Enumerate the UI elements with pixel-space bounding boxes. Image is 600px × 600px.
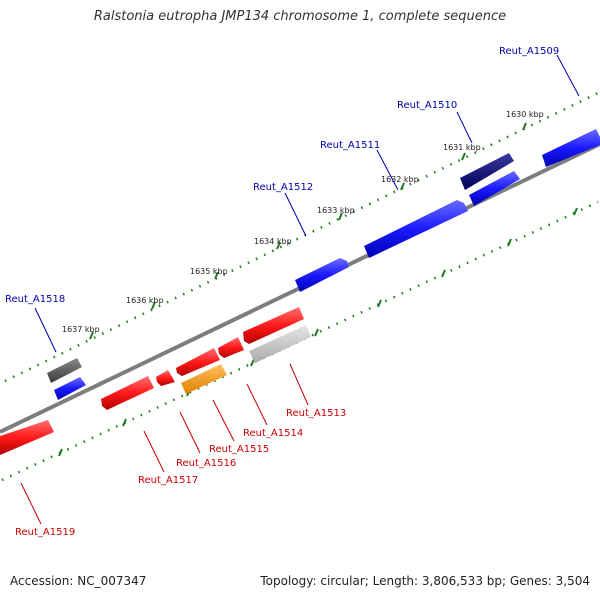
kbp-label: 1633 kbp xyxy=(317,206,355,215)
topology-summary: Topology: circular; Length: 3,806,533 bp… xyxy=(260,574,590,588)
map-title: Ralstonia eutropha JMP134 chromosome 1, … xyxy=(93,9,507,24)
label-reut-a1519[interactable]: Reut_A1519 xyxy=(15,527,75,538)
upper-tick-row xyxy=(4,91,599,383)
gene-reut-a1509[interactable] xyxy=(542,129,600,167)
kbp-label: 1636 kbp xyxy=(126,296,164,305)
scale-1633: 1633 kbp xyxy=(317,206,355,221)
kbp-label: 1631 kbp xyxy=(443,143,481,152)
gene-reut-a1514[interactable] xyxy=(218,337,244,358)
label-reut-a1517[interactable]: Reut_A1517 xyxy=(138,475,198,486)
gene-reut-a1515[interactable] xyxy=(176,348,220,376)
gene-reut-a1516[interactable] xyxy=(156,370,175,386)
label-reut-a1514[interactable]: Reut_A1514 xyxy=(243,428,303,439)
gene-reut-a1518[interactable] xyxy=(47,358,82,383)
gene-reut-a1518-forward[interactable] xyxy=(54,377,86,400)
label-reut-a1518[interactable]: Reut_A1518 xyxy=(5,294,65,305)
gene-reut-a1511[interactable] xyxy=(364,200,468,258)
label-reut-a1511[interactable]: Reut_A1511 xyxy=(320,140,380,151)
forward-connectors xyxy=(34,54,580,353)
gene-reut-a1512[interactable] xyxy=(295,258,349,292)
label-reut-a1512[interactable]: Reut_A1512 xyxy=(253,182,313,193)
scale-1630: 1630 kbp xyxy=(506,110,544,131)
kbp-label: 1637 kbp xyxy=(62,325,100,334)
reverse-connectors xyxy=(20,363,309,525)
scale-1637: 1637 kbp xyxy=(62,325,100,340)
label-reut-a1516[interactable]: Reut_A1516 xyxy=(176,458,236,469)
label-reut-a1509[interactable]: Reut_A1509 xyxy=(499,46,559,57)
gene-reut-a1515-orange[interactable] xyxy=(181,364,227,394)
kbp-label: 1635 kbp xyxy=(190,267,228,276)
gene-reut-a1517[interactable] xyxy=(101,376,154,410)
gene-reut-a1519[interactable] xyxy=(0,420,54,455)
kbp-label: 1630 kbp xyxy=(506,110,544,119)
gene-reut-a1510[interactable] xyxy=(460,153,514,190)
kbp-label: 1634 kbp xyxy=(254,237,292,246)
gene-reut-a1513[interactable] xyxy=(243,307,304,344)
lower-major-ticks xyxy=(58,207,578,457)
label-reut-a1513[interactable]: Reut_A1513 xyxy=(286,408,346,419)
scale-1636: 1636 kbp xyxy=(126,296,164,310)
gene-reut-a1513-light[interactable] xyxy=(249,325,311,363)
scale-1631: 1631 kbp xyxy=(443,143,481,161)
label-reut-a1515[interactable]: Reut_A1515 xyxy=(209,444,269,455)
kbp-label: 1632 kbp xyxy=(381,175,419,184)
gene-reut-a1510-forward[interactable] xyxy=(469,171,520,206)
scale-1634: 1634 kbp xyxy=(254,237,292,250)
accession-text: Accession: NC_007347 xyxy=(10,574,147,588)
label-reut-a1510[interactable]: Reut_A1510 xyxy=(397,100,457,111)
scale-1632: 1632 kbp xyxy=(381,175,419,191)
scale-1635: 1635 kbp xyxy=(190,267,228,280)
